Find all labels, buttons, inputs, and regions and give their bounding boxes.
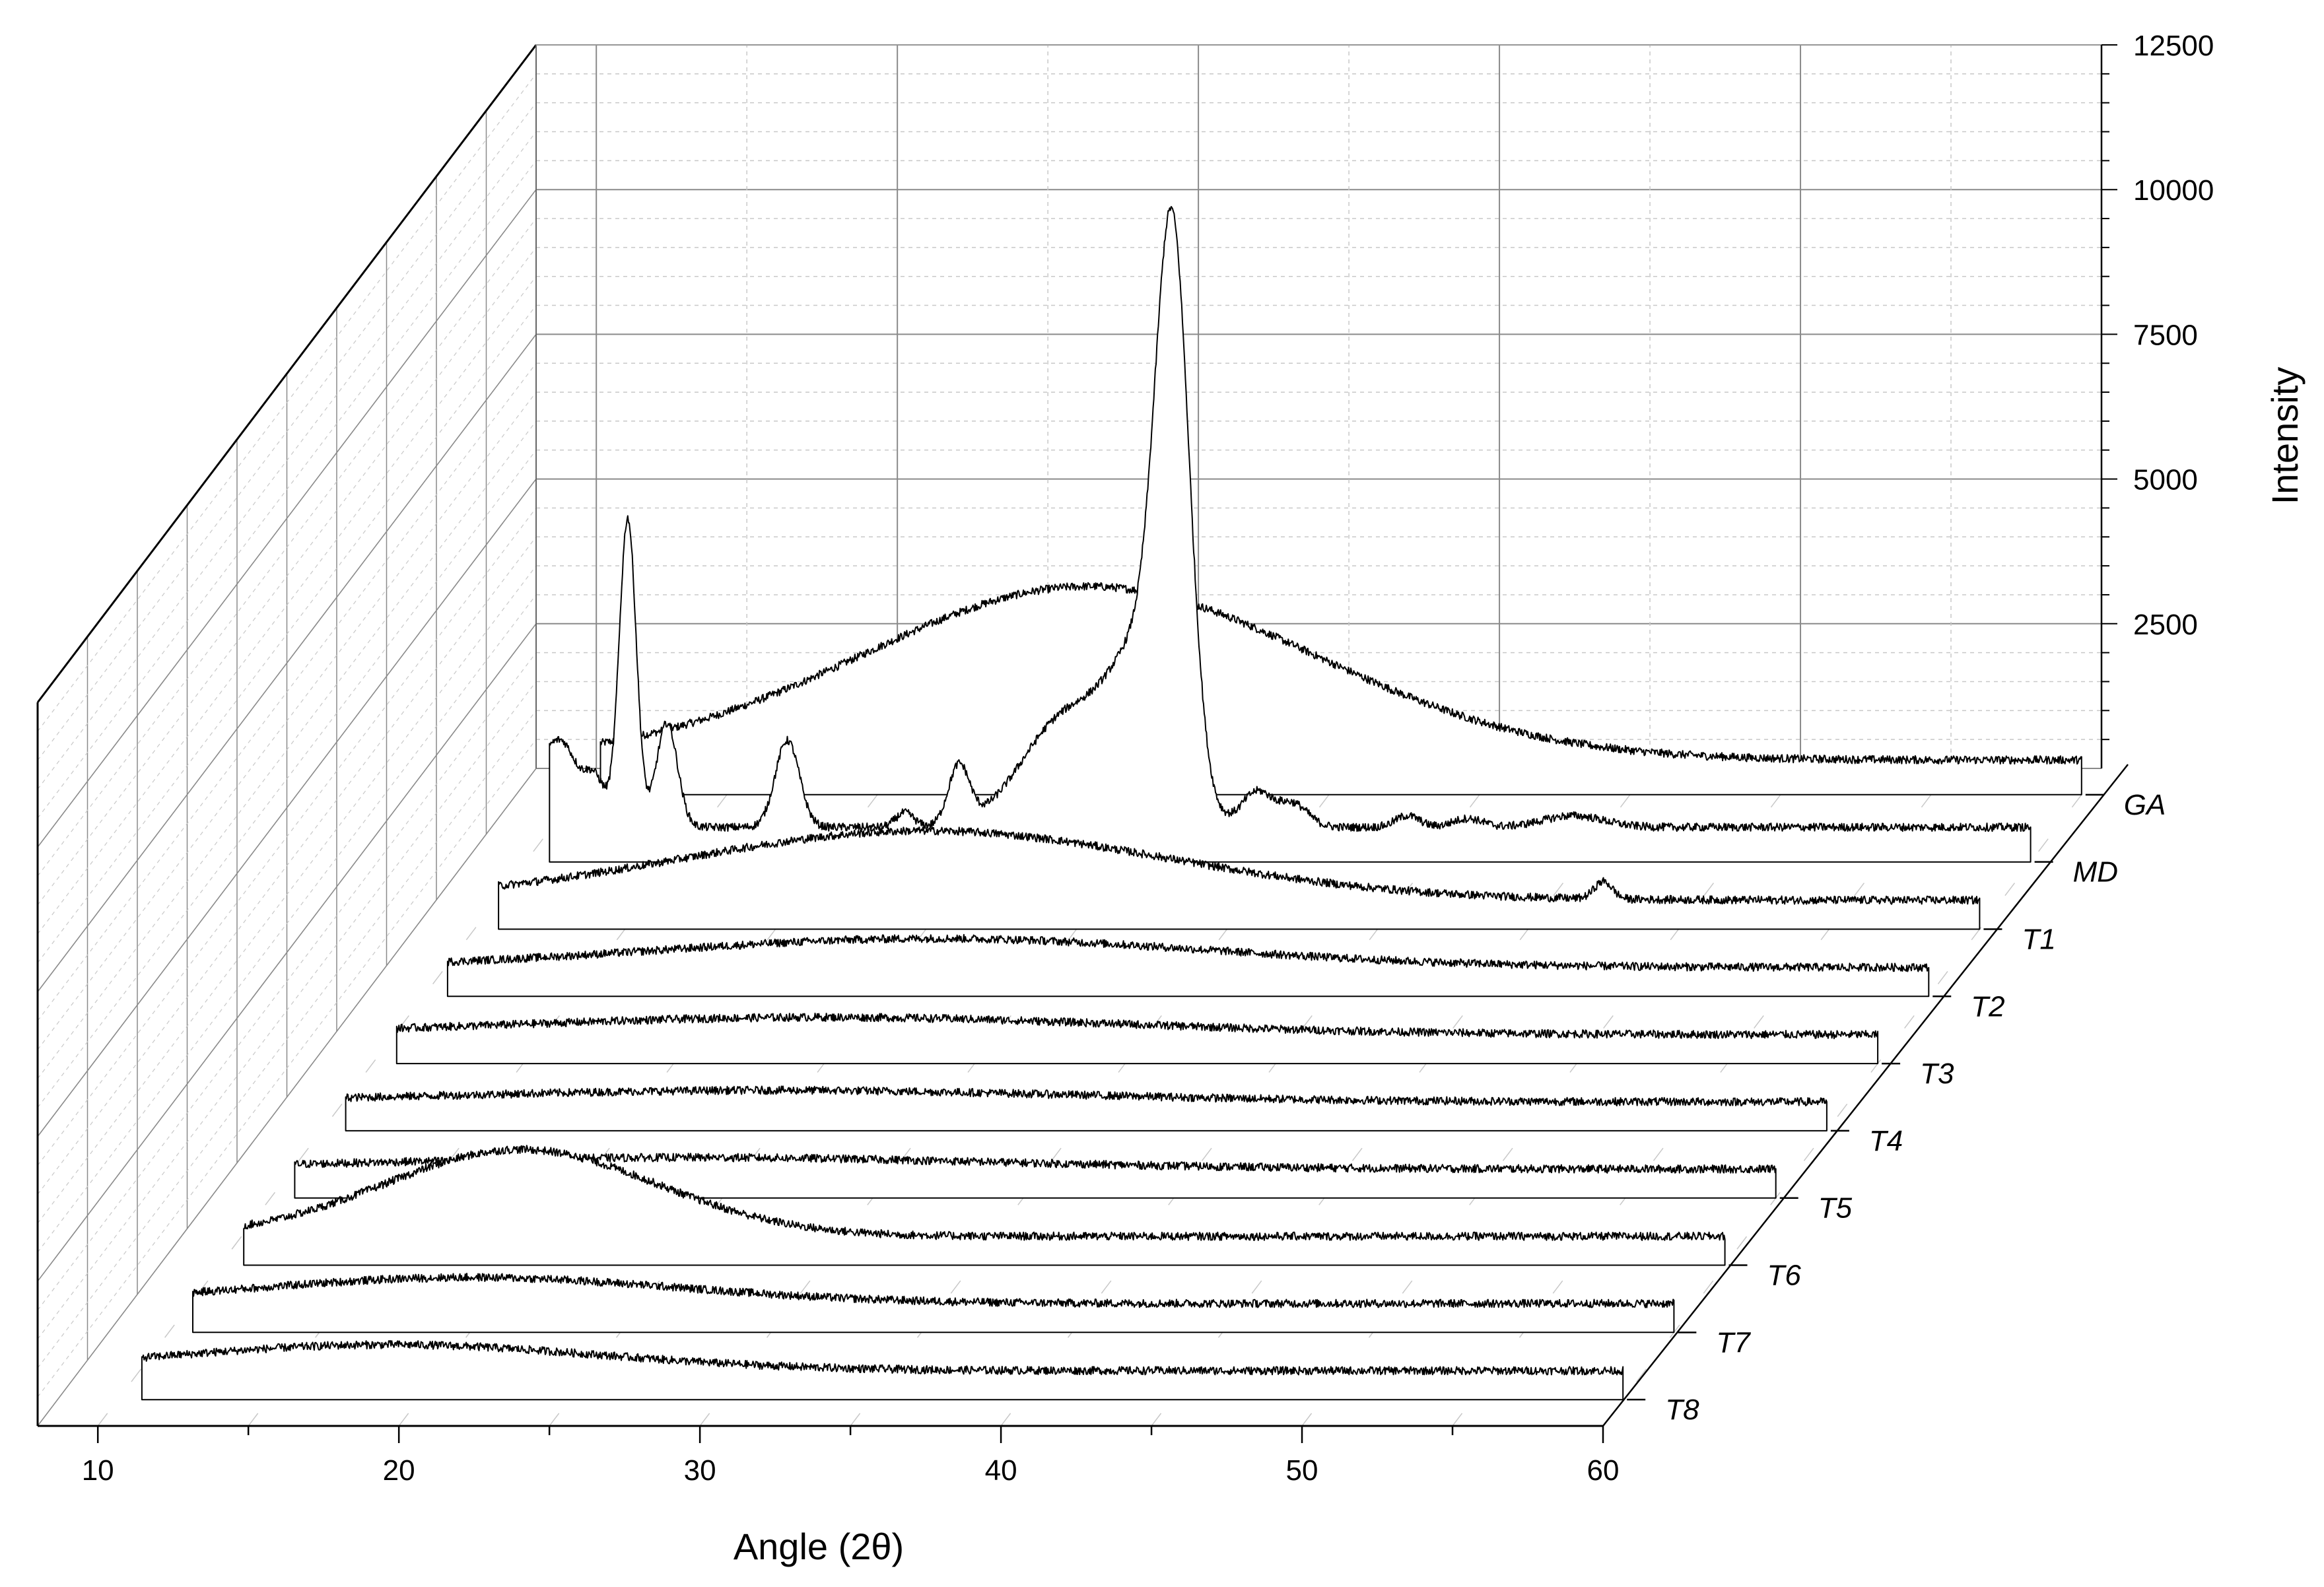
- x-tick-label-30: 30: [684, 1454, 716, 1487]
- x-tick-label-10: 10: [82, 1454, 114, 1487]
- series-label-ga: GA: [2124, 789, 2166, 821]
- series-label-md: MD: [2073, 856, 2118, 889]
- series-trace-t1: [498, 826, 1981, 930]
- series-trace-md: [549, 206, 2032, 863]
- series-label-t5: T5: [1818, 1192, 1853, 1225]
- series-label-t6: T6: [1767, 1260, 1802, 1292]
- series-trace-t8: [141, 1339, 1624, 1401]
- x-tick-label-50: 50: [1286, 1454, 1318, 1487]
- series-label-t8: T8: [1665, 1394, 1699, 1426]
- x-axis-title: Angle (2θ): [734, 1526, 904, 1567]
- x-tick-label-40: 40: [985, 1454, 1017, 1487]
- z-tick-label-5000: 5000: [2133, 464, 2198, 496]
- series-trace-t7: [192, 1273, 1675, 1334]
- axes-layer: GA MD T1 T2 T3 T4 T5 T6 T7 T8 10 20 30 40 50 60 2500 5000…: [38, 30, 2214, 1487]
- series-trace-ga: [599, 582, 2082, 795]
- x-tick-label-60: 60: [1587, 1454, 1620, 1487]
- axis-frame: [36, 44, 2103, 1426]
- series-label-t7: T7: [1716, 1326, 1751, 1359]
- series-trace-t2: [446, 933, 1930, 997]
- series-label-t4: T4: [1869, 1125, 1903, 1157]
- z-tick-label-10000: 10000: [2133, 174, 2214, 207]
- depth-axis-line: [1602, 764, 2129, 1427]
- series-label-t1: T1: [2022, 923, 2055, 955]
- x-tick-label-20: 20: [383, 1454, 415, 1487]
- z-axis-title: Intensity: [2264, 367, 2306, 505]
- series-trace-t3: [395, 1013, 1879, 1065]
- series-label-t2: T2: [1971, 990, 2004, 1023]
- series-trace-t6: [243, 1145, 1726, 1266]
- z-tick-label-7500: 7500: [2133, 319, 2198, 351]
- series-layer: [141, 206, 2082, 1401]
- z-tick-label-12500: 12500: [2133, 30, 2214, 62]
- z-tick-label-2500: 2500: [2133, 609, 2198, 641]
- series-trace-t4: [345, 1085, 1828, 1131]
- left-wall-top-edge: [36, 44, 537, 703]
- series-label-t3: T3: [1920, 1058, 1954, 1090]
